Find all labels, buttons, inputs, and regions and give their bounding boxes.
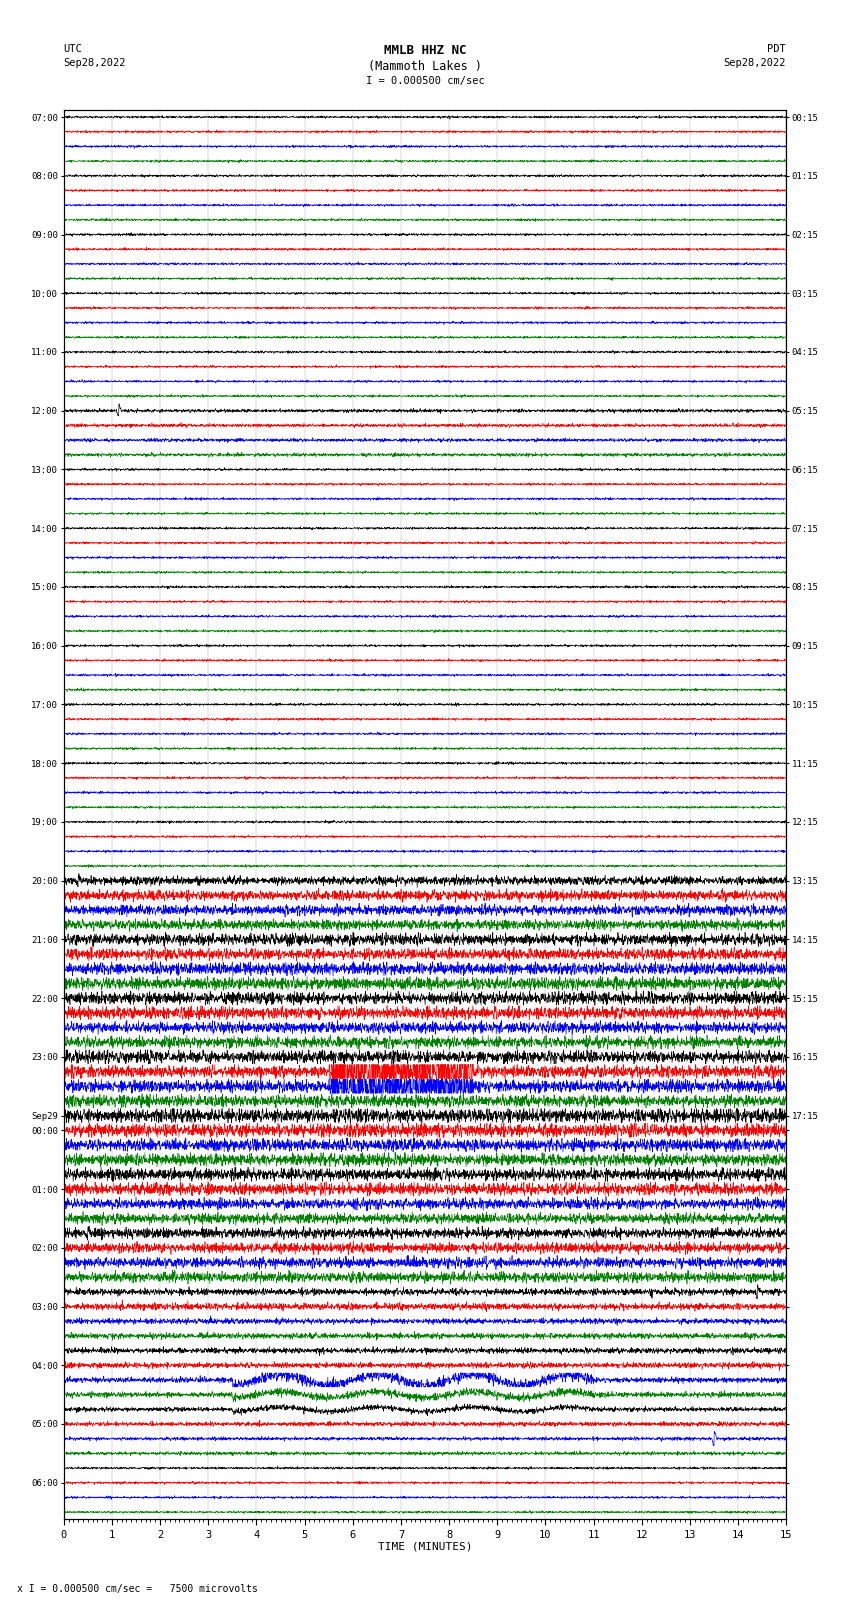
Text: x I = 0.000500 cm/sec =   7500 microvolts: x I = 0.000500 cm/sec = 7500 microvolts xyxy=(17,1584,258,1594)
Text: I = 0.000500 cm/sec: I = 0.000500 cm/sec xyxy=(366,76,484,85)
Text: Sep28,2022: Sep28,2022 xyxy=(64,58,127,68)
X-axis label: TIME (MINUTES): TIME (MINUTES) xyxy=(377,1542,473,1552)
Text: PDT: PDT xyxy=(768,44,786,53)
Text: UTC: UTC xyxy=(64,44,82,53)
Text: (Mammoth Lakes ): (Mammoth Lakes ) xyxy=(368,60,482,73)
Text: Sep28,2022: Sep28,2022 xyxy=(723,58,786,68)
Text: MMLB HHZ NC: MMLB HHZ NC xyxy=(383,44,467,58)
